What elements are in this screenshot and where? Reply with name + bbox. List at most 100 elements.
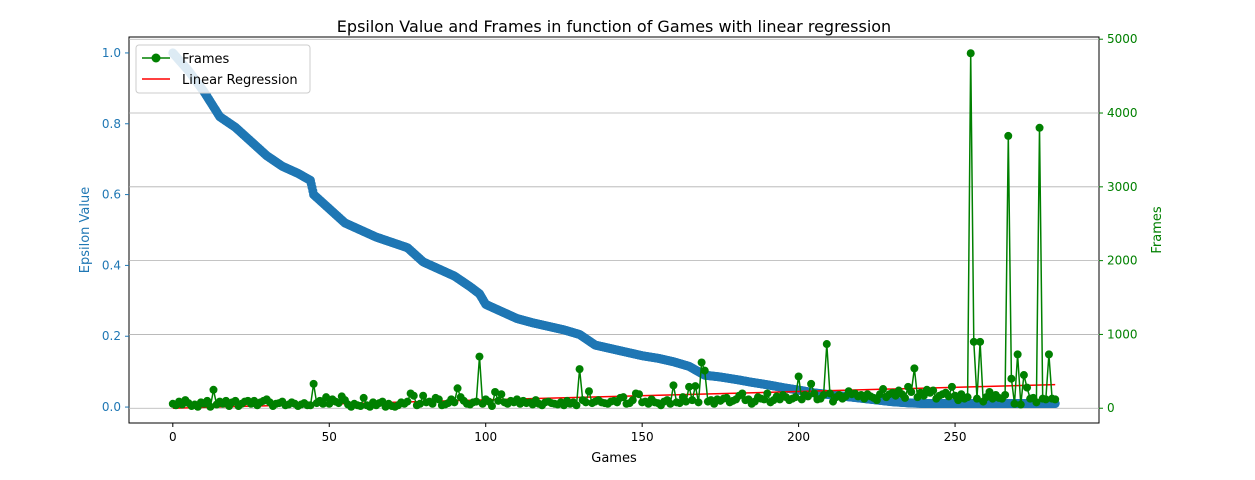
frames-point [309,379,318,388]
x-tick-label: 0 [169,430,177,444]
frames-point [306,401,315,410]
frames-point [825,389,834,398]
y-tick-label-right: 1000 [1107,327,1138,341]
frames-point [1023,383,1032,392]
frames-point [810,389,819,398]
y-tick-label-right: 2000 [1107,254,1138,268]
legend-regression-label: Linear Regression [182,73,298,88]
x-axis-label: Games [591,451,637,466]
x-tick-label: 200 [787,430,810,444]
frames-point [669,381,678,390]
plot-frame [128,36,1100,424]
grid-lines [129,38,1099,409]
frames-point [919,391,928,400]
frames-point [969,337,978,346]
x-tick-label: 100 [474,430,497,444]
frames-point [419,391,428,400]
frames-point [879,385,888,394]
frames-point [581,398,590,407]
frames-point [872,396,881,405]
frames-point [691,382,700,391]
frames-point [675,399,684,408]
y-tick-label-left: 0.8 [102,117,121,131]
y-axis-label-right: Frames [1150,206,1165,254]
frames-point [1001,390,1010,399]
frames-point [472,397,481,406]
frames-point [681,397,690,406]
y-tick-label-left: 0.0 [102,400,121,414]
frames-point [694,398,703,407]
frames-point [822,340,831,349]
frames-point [688,396,697,405]
frames-point [206,402,215,411]
legend: Frames Linear Regression [135,44,311,94]
frames-point [497,390,506,399]
frames-point [1007,374,1016,383]
frames-point [1041,395,1050,404]
frames-point [666,399,675,408]
frames-point [428,399,437,408]
x-tick-label: 150 [631,430,654,444]
frames-point [685,382,694,391]
chart-title: Epsilon Value and Frames in function of … [337,17,891,36]
frames-point [966,49,975,58]
y-tick-label-right: 0 [1107,401,1115,415]
frames-point [475,352,484,361]
frames-point [334,399,343,408]
frames-point [791,393,800,402]
frames-point [322,393,331,402]
frames-point [738,389,747,398]
frames-series [168,49,1060,411]
frames-point [359,393,368,402]
frames-point [963,393,972,402]
y-tick-label-left: 1.0 [102,46,121,60]
frames-point [575,365,584,374]
frames-point [453,384,462,393]
legend-frames-marker [151,53,161,63]
frames-point [491,388,500,397]
frames-point [356,402,365,411]
frames-point [572,401,581,410]
frames-point [794,372,803,381]
y-tick-label-left: 0.6 [102,188,121,202]
frames-point [209,385,218,394]
y-tick-label-right: 4000 [1107,106,1138,120]
frames-point [1044,350,1053,359]
x-tick-label: 50 [322,430,337,444]
frames-point [635,390,644,399]
y-tick-label-right: 5000 [1107,32,1138,46]
frames-point [628,396,637,405]
y-tick-label-left: 0.4 [102,258,121,272]
frames-point [403,397,412,406]
frames-point [907,388,916,397]
frames-point [1013,350,1022,359]
frames-point [450,398,459,407]
frames-point [319,399,327,408]
frames-point [434,395,443,404]
legend-frames-label: Frames [182,52,230,67]
axes: 0 50 100 150 200 250 0.0 0.2 0.4 0.6 0.8 1.0 0 1000 20… [102,32,1138,444]
frames-point [901,393,909,402]
frames-point [203,396,212,405]
frames-point [976,337,985,346]
y-tick-label-left: 0.2 [102,329,121,343]
frames-point [487,402,496,411]
frames-point [972,394,981,403]
frames-point [409,391,418,400]
frames-point [1032,398,1041,407]
frames-point [619,393,628,402]
y-tick-label-right: 3000 [1107,180,1138,194]
x-tick-label: 250 [944,430,967,444]
frames-point [1010,399,1019,408]
frames-point [700,366,709,375]
frames-point [760,395,769,404]
frames-point [819,390,828,399]
frames-point [697,358,706,367]
y-axis-label-left: Epsilon Value [78,187,93,274]
frames-point [929,386,938,395]
frames-point [416,399,424,408]
frames-point [1019,371,1028,380]
frames-point [807,379,816,388]
legend-box [135,44,311,94]
